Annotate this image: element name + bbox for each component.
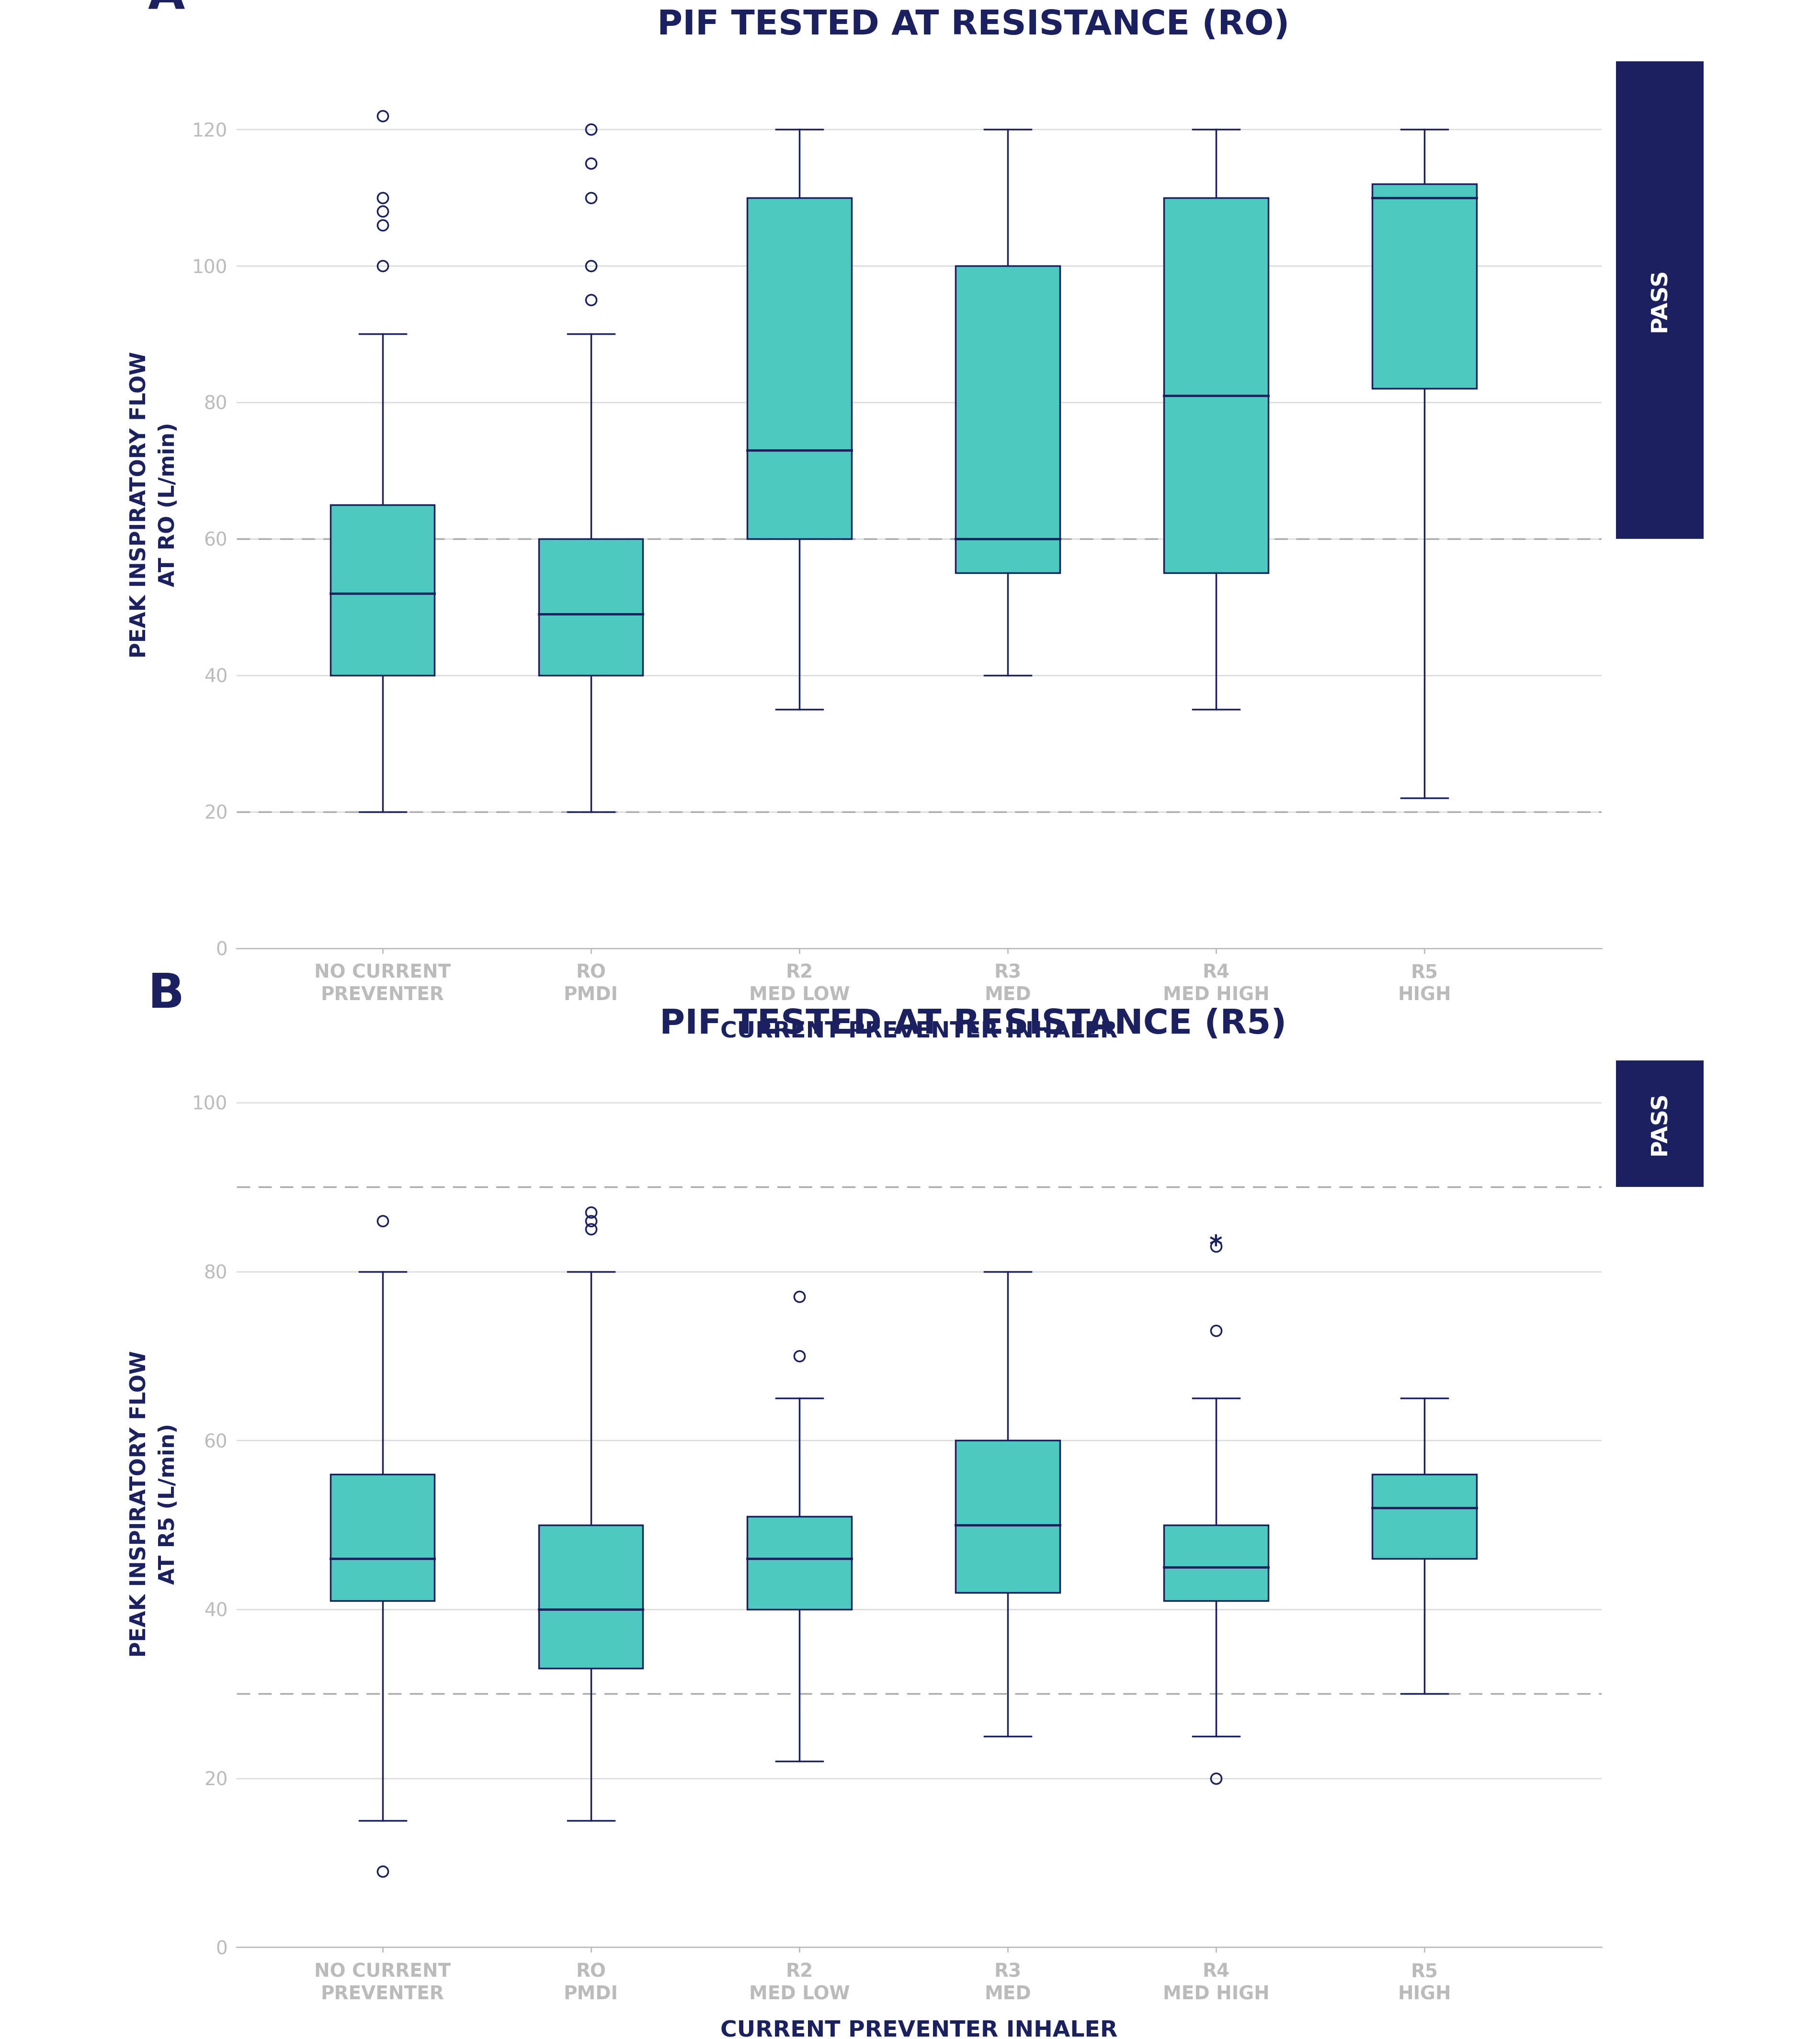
Text: PASS: PASS (1649, 1091, 1671, 1156)
Bar (956, 265, 1059, 573)
Text: PASS: PASS (1649, 267, 1671, 332)
Bar (539, 1525, 642, 1668)
Bar (748, 198, 852, 538)
Y-axis label: PEAK INSPIRATORY FLOW
AT RO (L/min): PEAK INSPIRATORY FLOW AT RO (L/min) (129, 351, 178, 659)
Bar (748, 1517, 852, 1609)
Title:          PIF TESTED AT RESISTANCE (R5): PIF TESTED AT RESISTANCE (R5) (551, 1007, 1287, 1040)
Bar (331, 1474, 435, 1601)
Bar (1165, 198, 1269, 573)
Bar (539, 538, 642, 675)
Bar (956, 1440, 1059, 1592)
X-axis label: CURRENT PREVENTER INHALER: CURRENT PREVENTER INHALER (721, 1022, 1117, 1042)
X-axis label: CURRENT PREVENTER INHALER: CURRENT PREVENTER INHALER (721, 2021, 1117, 2039)
Bar (1372, 184, 1476, 389)
Bar (1165, 1525, 1269, 1601)
Text: B: B (147, 973, 184, 1017)
Text: *: * (1210, 1234, 1223, 1258)
Bar (1372, 1474, 1476, 1558)
Y-axis label: PEAK INSPIRATORY FLOW
AT R5 (L/min): PEAK INSPIRATORY FLOW AT R5 (L/min) (129, 1350, 178, 1658)
Bar (331, 504, 435, 675)
Text: A: A (147, 0, 186, 18)
Title:          PIF TESTED AT RESISTANCE (RO): PIF TESTED AT RESISTANCE (RO) (550, 8, 1289, 41)
